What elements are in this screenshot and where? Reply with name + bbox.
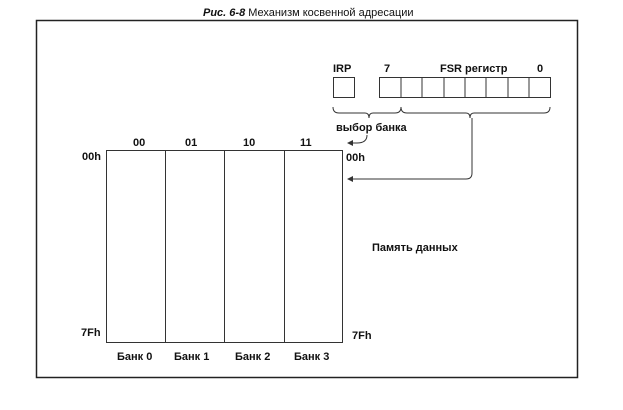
- bit-0-label: 0: [537, 63, 543, 75]
- addr-end-left: 7Fh: [81, 327, 101, 339]
- column-label: 10: [243, 137, 255, 149]
- column-label: 00: [133, 137, 145, 149]
- bank-label: Банк 0: [117, 351, 152, 363]
- fsr-label: FSR регистр: [440, 63, 508, 75]
- addr-start-left: 00h: [82, 151, 101, 163]
- data-memory-label: Память данных: [372, 242, 459, 254]
- addr-start-right: 00h: [346, 152, 365, 164]
- bank-select-brace: [332, 106, 402, 119]
- bank-label: Банк 2: [235, 351, 270, 363]
- figure-title: Механизм косвенной адресации: [248, 7, 413, 19]
- column-label: 01: [185, 137, 197, 149]
- figure-caption: Рис. 6-8 Механизм косвенной адресации: [203, 7, 414, 19]
- bank-select-label: выбор банка: [336, 122, 408, 134]
- column-label: 11: [300, 137, 312, 149]
- figure-number: Рис. 6-8: [203, 7, 246, 19]
- fsr-register-boxes: [379, 77, 551, 98]
- bank-select-arrow: [349, 134, 368, 144]
- bank-label: Банк 3: [294, 351, 329, 363]
- diagram-frame: [35, 19, 579, 379]
- irp-bit-box: [333, 77, 355, 98]
- bit-7-label: 7: [384, 63, 390, 75]
- addr-end-right: 7Fh: [352, 330, 372, 342]
- memory-banks: [106, 150, 343, 343]
- irp-label: IRP: [333, 63, 351, 75]
- fsr-brace: [400, 106, 551, 119]
- fsr-address-arrow: [349, 118, 473, 180]
- bank-label: Банк 1: [174, 351, 209, 363]
